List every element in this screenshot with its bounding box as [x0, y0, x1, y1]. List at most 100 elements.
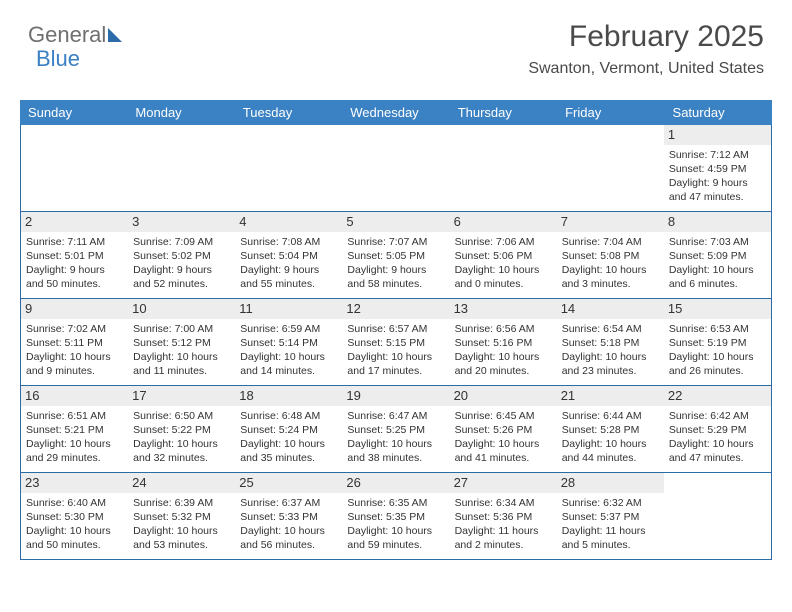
daylight1-text: Daylight: 10 hours — [669, 263, 766, 277]
sunset-text: Sunset: 5:01 PM — [26, 249, 123, 263]
sunrise-text: Sunrise: 7:12 AM — [669, 148, 766, 162]
sunset-text: Sunset: 5:02 PM — [133, 249, 230, 263]
location-text: Swanton, Vermont, United States — [528, 60, 764, 78]
calendar-cell: 11Sunrise: 6:59 AMSunset: 5:14 PMDayligh… — [235, 299, 342, 385]
day-number: 9 — [21, 299, 128, 319]
daylight1-text: Daylight: 11 hours — [562, 524, 659, 538]
calendar-cell: 27Sunrise: 6:34 AMSunset: 5:36 PMDayligh… — [450, 473, 557, 559]
day-header-friday: Friday — [557, 100, 664, 125]
daylight1-text: Daylight: 10 hours — [455, 350, 552, 364]
sunrise-text: Sunrise: 7:09 AM — [133, 235, 230, 249]
day-number: 7 — [557, 212, 664, 232]
sunset-text: Sunset: 5:09 PM — [669, 249, 766, 263]
day-number: 4 — [235, 212, 342, 232]
sunset-text: Sunset: 5:29 PM — [669, 423, 766, 437]
day-header-saturday: Saturday — [665, 100, 772, 125]
daylight1-text: Daylight: 9 hours — [133, 263, 230, 277]
day-number: 15 — [664, 299, 771, 319]
daylight1-text: Daylight: 10 hours — [455, 437, 552, 451]
day-header-row: Sunday Monday Tuesday Wednesday Thursday… — [20, 100, 772, 125]
sunrise-text: Sunrise: 6:45 AM — [455, 409, 552, 423]
daylight2-text: and 55 minutes. — [240, 277, 337, 291]
daylight1-text: Daylight: 9 hours — [347, 263, 444, 277]
calendar-cell: 22Sunrise: 6:42 AMSunset: 5:29 PMDayligh… — [664, 386, 772, 472]
sunset-text: Sunset: 5:08 PM — [562, 249, 659, 263]
day-header-monday: Monday — [127, 100, 234, 125]
calendar-week: 9Sunrise: 7:02 AMSunset: 5:11 PMDaylight… — [20, 299, 772, 386]
daylight2-text: and 47 minutes. — [669, 451, 766, 465]
sunrise-text: Sunrise: 6:39 AM — [133, 496, 230, 510]
sunrise-text: Sunrise: 6:42 AM — [669, 409, 766, 423]
sunrise-text: Sunrise: 6:53 AM — [669, 322, 766, 336]
daylight2-text: and 5 minutes. — [562, 538, 659, 552]
day-number: 26 — [342, 473, 449, 493]
calendar-cell — [664, 473, 772, 559]
daylight2-text: and 32 minutes. — [133, 451, 230, 465]
day-number: 16 — [21, 386, 128, 406]
day-number: 18 — [235, 386, 342, 406]
daylight2-text: and 52 minutes. — [133, 277, 230, 291]
daylight2-text: and 3 minutes. — [562, 277, 659, 291]
sunset-text: Sunset: 5:26 PM — [455, 423, 552, 437]
daylight1-text: Daylight: 10 hours — [347, 524, 444, 538]
daylight1-text: Daylight: 10 hours — [26, 524, 123, 538]
daylight1-text: Daylight: 10 hours — [669, 350, 766, 364]
daylight1-text: Daylight: 10 hours — [240, 524, 337, 538]
daylight1-text: Daylight: 10 hours — [240, 350, 337, 364]
sunrise-text: Sunrise: 6:37 AM — [240, 496, 337, 510]
calendar-cell — [20, 125, 128, 211]
day-number: 23 — [21, 473, 128, 493]
header: February 2025 Swanton, Vermont, United S… — [528, 20, 764, 78]
logo-text-general: General — [28, 22, 106, 47]
calendar-cell — [450, 125, 557, 211]
sunrise-text: Sunrise: 6:48 AM — [240, 409, 337, 423]
daylight2-text: and 53 minutes. — [133, 538, 230, 552]
calendar-cell: 14Sunrise: 6:54 AMSunset: 5:18 PMDayligh… — [557, 299, 664, 385]
day-number: 10 — [128, 299, 235, 319]
month-title: February 2025 — [528, 20, 764, 54]
daylight2-text: and 0 minutes. — [455, 277, 552, 291]
sunrise-text: Sunrise: 7:07 AM — [347, 235, 444, 249]
calendar-cell: 9Sunrise: 7:02 AMSunset: 5:11 PMDaylight… — [20, 299, 128, 385]
day-number: 5 — [342, 212, 449, 232]
calendar-week: 23Sunrise: 6:40 AMSunset: 5:30 PMDayligh… — [20, 473, 772, 560]
sunset-text: Sunset: 4:59 PM — [669, 162, 766, 176]
daylight2-text: and 56 minutes. — [240, 538, 337, 552]
daylight1-text: Daylight: 10 hours — [26, 350, 123, 364]
day-number: 19 — [342, 386, 449, 406]
calendar-cell: 18Sunrise: 6:48 AMSunset: 5:24 PMDayligh… — [235, 386, 342, 472]
sunrise-text: Sunrise: 6:56 AM — [455, 322, 552, 336]
daylight2-text: and 35 minutes. — [240, 451, 337, 465]
day-header-tuesday: Tuesday — [235, 100, 342, 125]
sunset-text: Sunset: 5:35 PM — [347, 510, 444, 524]
calendar-cell: 4Sunrise: 7:08 AMSunset: 5:04 PMDaylight… — [235, 212, 342, 298]
calendar-week: 1 Sunrise: 7:12 AMSunset: 4:59 PMDaylight… — [20, 125, 772, 212]
daylight1-text: Daylight: 10 hours — [562, 263, 659, 277]
sunset-text: Sunset: 5:16 PM — [455, 336, 552, 350]
day-number: 1 — [664, 125, 771, 145]
sunset-text: Sunset: 5:24 PM — [240, 423, 337, 437]
daylight2-text: and 58 minutes. — [347, 277, 444, 291]
daylight2-text: and 11 minutes. — [133, 364, 230, 378]
daylight1-text: Daylight: 10 hours — [455, 263, 552, 277]
day-header-sunday: Sunday — [20, 100, 127, 125]
daylight1-text: Daylight: 9 hours — [669, 176, 766, 190]
daylight1-text: Daylight: 10 hours — [669, 437, 766, 451]
sunset-text: Sunset: 5:32 PM — [133, 510, 230, 524]
daylight1-text: Daylight: 11 hours — [455, 524, 552, 538]
sunrise-text: Sunrise: 6:47 AM — [347, 409, 444, 423]
daylight2-text: and 9 minutes. — [26, 364, 123, 378]
calendar-cell: 26Sunrise: 6:35 AMSunset: 5:35 PMDayligh… — [342, 473, 449, 559]
daylight1-text: Daylight: 10 hours — [133, 524, 230, 538]
sunrise-text: Sunrise: 6:40 AM — [26, 496, 123, 510]
daylight2-text: and 59 minutes. — [347, 538, 444, 552]
sunset-text: Sunset: 5:25 PM — [347, 423, 444, 437]
daylight1-text: Daylight: 10 hours — [133, 437, 230, 451]
sunset-text: Sunset: 5:22 PM — [133, 423, 230, 437]
daylight2-text: and 14 minutes. — [240, 364, 337, 378]
daylight2-text: and 2 minutes. — [455, 538, 552, 552]
day-number: 11 — [235, 299, 342, 319]
calendar-cell: 8Sunrise: 7:03 AMSunset: 5:09 PMDaylight… — [664, 212, 772, 298]
sunset-text: Sunset: 5:18 PM — [562, 336, 659, 350]
calendar: Sunday Monday Tuesday Wednesday Thursday… — [20, 100, 772, 560]
